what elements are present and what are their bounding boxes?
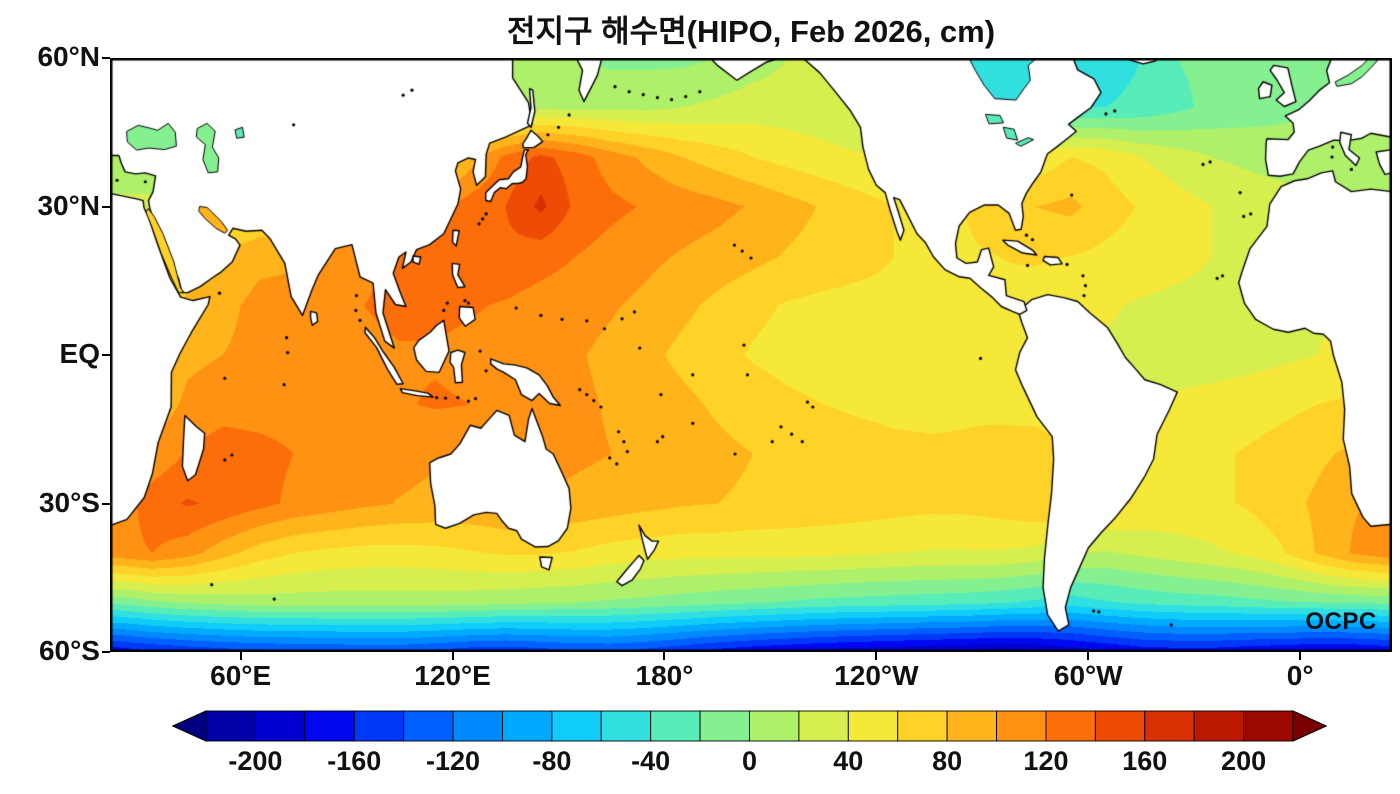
x-tick-label: 60°E bbox=[210, 660, 272, 691]
colorbar-tick-label: 160 bbox=[1122, 746, 1168, 776]
colorbar-tick-label: 200 bbox=[1221, 746, 1267, 776]
y-tick-mark bbox=[102, 354, 110, 356]
colorbar-segment bbox=[600, 710, 652, 742]
colorbar-segment bbox=[996, 710, 1047, 742]
colorbar-segment bbox=[1144, 710, 1195, 742]
x-tick-mark bbox=[451, 652, 454, 660]
colorbar-tick-label: 120 bbox=[1023, 746, 1069, 776]
x-tick-label: 120°W bbox=[834, 660, 919, 691]
colorbar-tick-label: -80 bbox=[532, 746, 572, 776]
x-tick-mark bbox=[239, 652, 242, 660]
colorbar bbox=[171, 710, 1328, 747]
x-tick-label: 120°E bbox=[414, 660, 491, 691]
colorbar-tick-label: 80 bbox=[932, 746, 963, 776]
colorbar-segment bbox=[551, 710, 602, 742]
colorbar-segment bbox=[1045, 710, 1096, 742]
colorbar-tick-label: -120 bbox=[426, 746, 481, 776]
watermark: OCPC bbox=[1305, 608, 1377, 635]
colorbar-segment bbox=[502, 710, 553, 742]
colorbar-segment bbox=[1193, 710, 1245, 742]
colorbar-segment bbox=[403, 710, 454, 742]
colorbar-segment bbox=[847, 710, 899, 742]
colorbar-under-arrow bbox=[171, 710, 207, 742]
x-tick-mark bbox=[1087, 652, 1090, 660]
colorbar-segment bbox=[1243, 710, 1294, 742]
chart-title: 전지구 해수면(HIPO, Feb 2026, cm) bbox=[506, 14, 996, 49]
colorbar-over-arrow bbox=[1292, 710, 1328, 742]
colorbar-segment bbox=[650, 710, 701, 742]
colorbar-segment bbox=[1094, 710, 1146, 742]
colorbar-segment bbox=[749, 710, 800, 742]
colorbar-segment bbox=[205, 710, 256, 742]
sea-level-map bbox=[110, 58, 1392, 652]
x-tick-mark bbox=[663, 652, 666, 660]
colorbar-svg bbox=[171, 710, 1328, 742]
y-tick-label: 60°S bbox=[38, 635, 100, 666]
x-tick-mark bbox=[875, 652, 878, 660]
colorbar-segment bbox=[699, 710, 750, 742]
y-tick-label: 30°N bbox=[37, 189, 100, 221]
colorbar-segment bbox=[897, 710, 948, 742]
y-tick-mark bbox=[102, 205, 110, 208]
colorbar-segment bbox=[452, 710, 503, 742]
colorbar-tick-label: -160 bbox=[327, 746, 382, 776]
x-tick-label: 60°W bbox=[1053, 660, 1123, 691]
y-tick-label: 60°N bbox=[37, 41, 100, 72]
y-tick-label: 30°S bbox=[38, 486, 100, 518]
y-tick-mark bbox=[102, 57, 110, 59]
colorbar-segment bbox=[946, 710, 997, 742]
colorbar-segment bbox=[353, 710, 405, 742]
colorbar-segment bbox=[798, 710, 849, 742]
y-tick-label: EQ bbox=[59, 338, 100, 369]
colorbar-segment bbox=[304, 710, 355, 742]
x-tick-label: 180° bbox=[635, 660, 694, 691]
colorbar-tick-label: 40 bbox=[833, 746, 864, 776]
y-tick-mark bbox=[102, 502, 110, 505]
x-tick-label: 0° bbox=[1286, 660, 1314, 691]
colorbar-tick-label: 0 bbox=[741, 746, 758, 776]
colorbar-tick-label: -200 bbox=[228, 746, 283, 776]
x-tick-mark bbox=[1299, 652, 1302, 660]
y-tick-mark bbox=[102, 651, 110, 653]
colorbar-segment bbox=[254, 710, 306, 742]
colorbar-tick-label: -40 bbox=[631, 746, 671, 776]
